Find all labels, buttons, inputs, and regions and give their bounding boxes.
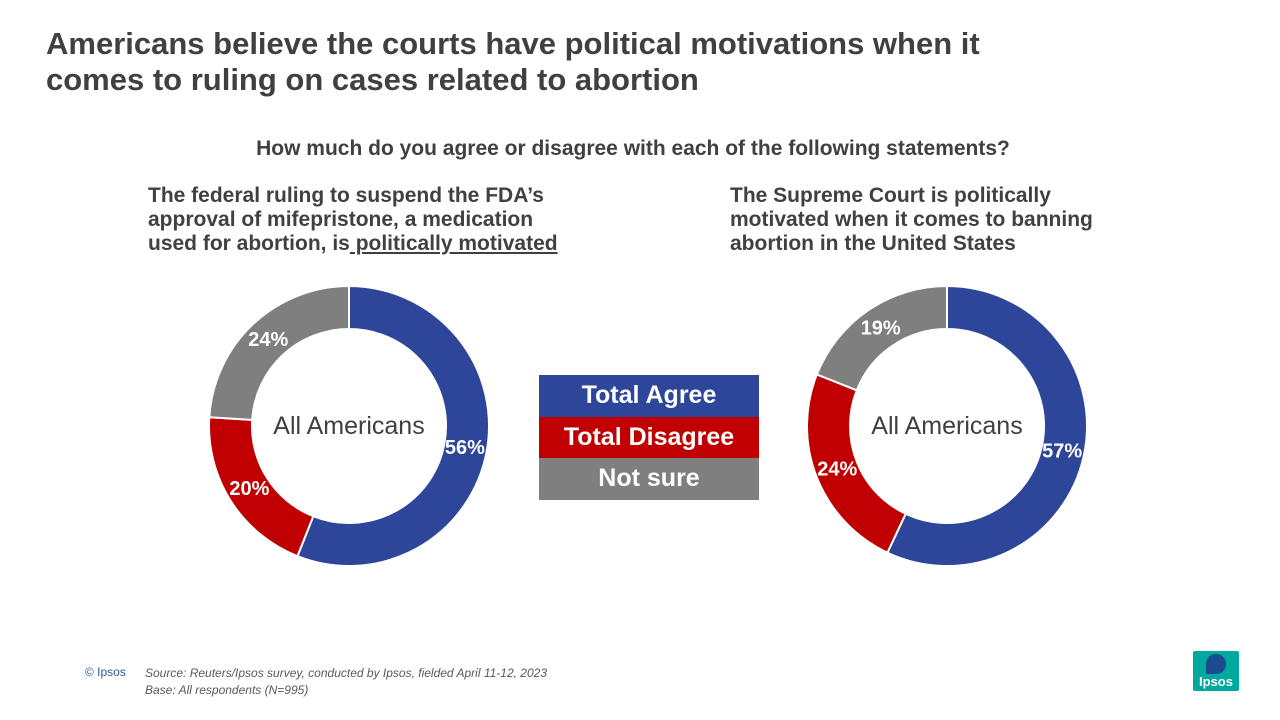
donut-chart-left: 56% 20% 24% All Americans <box>208 284 490 567</box>
copyright: © Ipsos <box>85 665 126 679</box>
statement-left-line-3-plain: used for abortion, is <box>148 232 350 255</box>
statement-left-line-3: used for abortion, is politically motiva… <box>148 232 558 256</box>
statement-right: The Supreme Court is politically motivat… <box>730 184 1093 256</box>
statement-left: The federal ruling to suspend the FDA’s … <box>148 184 558 256</box>
donut-0-label-total-disagree: 20% <box>229 478 269 500</box>
legend-item-total-agree: Total Agree <box>539 375 759 417</box>
donut-1-label-not-sure: 19% <box>861 317 901 339</box>
legend: Total Agree Total Disagree Not sure <box>539 375 759 500</box>
donut-1-slice-total-agree <box>886 284 1088 567</box>
donut-1-slice-not-sure <box>815 284 948 392</box>
statement-left-line-1: The federal ruling to suspend the FDA’s <box>148 184 544 207</box>
statement-right-line-3: abortion in the United States <box>730 232 1016 255</box>
legend-item-not-sure: Not sure <box>539 458 759 500</box>
donut-0-slice-total-agree <box>296 284 490 567</box>
survey-question: How much do you agree or disagree with e… <box>256 137 1010 160</box>
donut-1-label-total-disagree: 24% <box>817 458 857 480</box>
ipsos-logo: Ipsos <box>1193 651 1239 691</box>
donut-0-label-total-agree: 56% <box>445 437 485 459</box>
logo-shape-icon <box>1206 654 1226 674</box>
source-line: Source: Reuters/Ipsos survey, conducted … <box>145 666 547 680</box>
statement-right-line-1: The Supreme Court is politically <box>730 184 1051 207</box>
legend-item-total-disagree: Total Disagree <box>539 416 759 458</box>
slide-title: Americans believe the courts have politi… <box>46 26 1246 98</box>
donut-chart-right: 57% 24% 19% All Americans <box>806 284 1088 567</box>
logo-text: Ipsos <box>1199 674 1233 689</box>
source-note: Source: Reuters/Ipsos survey, conducted … <box>145 665 547 699</box>
statement-left-underlined: politically motivated <box>349 232 558 255</box>
statement-right-line-2: motivated when it comes to banning <box>730 208 1093 231</box>
donut-1-center-label: All Americans <box>871 412 1022 440</box>
title-line-2: comes to ruling on cases related to abor… <box>46 62 699 97</box>
title-line-1: Americans believe the courts have politi… <box>46 26 980 61</box>
statement-left-line-2: approval of mifepristone, a medication <box>148 208 534 231</box>
base-line: Base: All respondents (N=995) <box>145 683 309 697</box>
donut-1-label-total-agree: 57% <box>1042 441 1082 463</box>
donut-0-center-label: All Americans <box>273 412 424 440</box>
donut-0-label-not-sure: 24% <box>248 329 288 351</box>
donut-0-slice-not-sure <box>208 284 350 421</box>
